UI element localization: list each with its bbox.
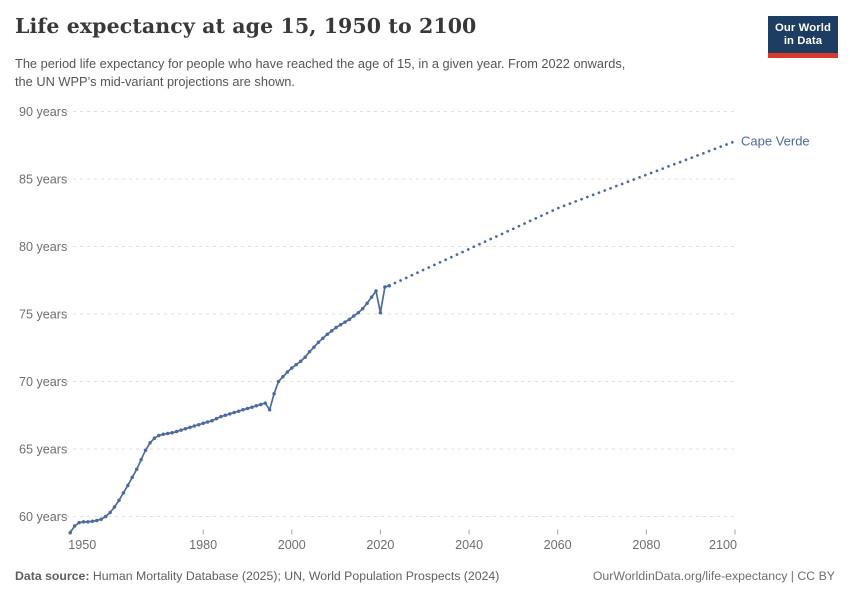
- y-axis: 60 years 65 years 70 years 75 years 80 years…: [19, 105, 737, 524]
- entity-label-cape-verde[interactable]: Cape Verde: [741, 134, 810, 149]
- y-tick-label: 85 years: [19, 173, 67, 187]
- y-tick-label: 60 years: [19, 510, 67, 524]
- owid-logo-text: Our World in Data: [768, 16, 838, 53]
- subtitle-line-2: the UN WPP’s mid-variant projections are…: [15, 73, 295, 89]
- x-axis: 1950 1980 2000 2020 2040 2060 2080 2100: [68, 529, 737, 552]
- projection-line: [387, 139, 737, 288]
- series-cape-verde[interactable]: [68, 139, 737, 535]
- y-tick-label: 70 years: [19, 375, 67, 389]
- x-tick-label: 2100: [709, 538, 737, 552]
- data-source-text: Human Mortality Database (2025); UN, Wor…: [89, 569, 500, 583]
- data-source-note: Data source: Human Mortality Database (2…: [15, 569, 499, 583]
- chart-subtitle: The period life expectancy for people wh…: [15, 55, 625, 90]
- x-tick-label: 2060: [544, 538, 572, 552]
- page-title: Life expectancy at age 15, 1950 to 2100: [15, 14, 477, 38]
- chart-footer: Data source: Human Mortality Database (2…: [15, 569, 835, 583]
- x-tick-label: 2080: [632, 538, 660, 552]
- y-tick-label: 65 years: [19, 443, 67, 457]
- history-line: [69, 284, 390, 534]
- owid-logo-line2: in Data: [783, 34, 823, 47]
- owid-logo-line1: Our World: [775, 21, 831, 34]
- y-tick-label: 90 years: [19, 105, 67, 119]
- x-tick-label: 2000: [278, 538, 306, 552]
- owid-url-license-link[interactable]: OurWorldinData.org/life-expectancy | CC …: [592, 569, 835, 583]
- owid-logo[interactable]: Our World in Data: [768, 16, 838, 58]
- subtitle-line-1: The period life expectancy for people wh…: [15, 56, 626, 71]
- data-source-label: Data source:: [15, 569, 90, 583]
- x-tick-label: 1980: [189, 538, 217, 552]
- y-tick-label: 75 years: [19, 308, 67, 322]
- x-tick-label: 2040: [455, 538, 483, 552]
- x-tick-label: 2020: [366, 538, 394, 552]
- x-tick-label: 1950: [68, 538, 96, 552]
- y-tick-label: 80 years: [19, 240, 67, 254]
- owid-logo-red-bar: [768, 53, 838, 58]
